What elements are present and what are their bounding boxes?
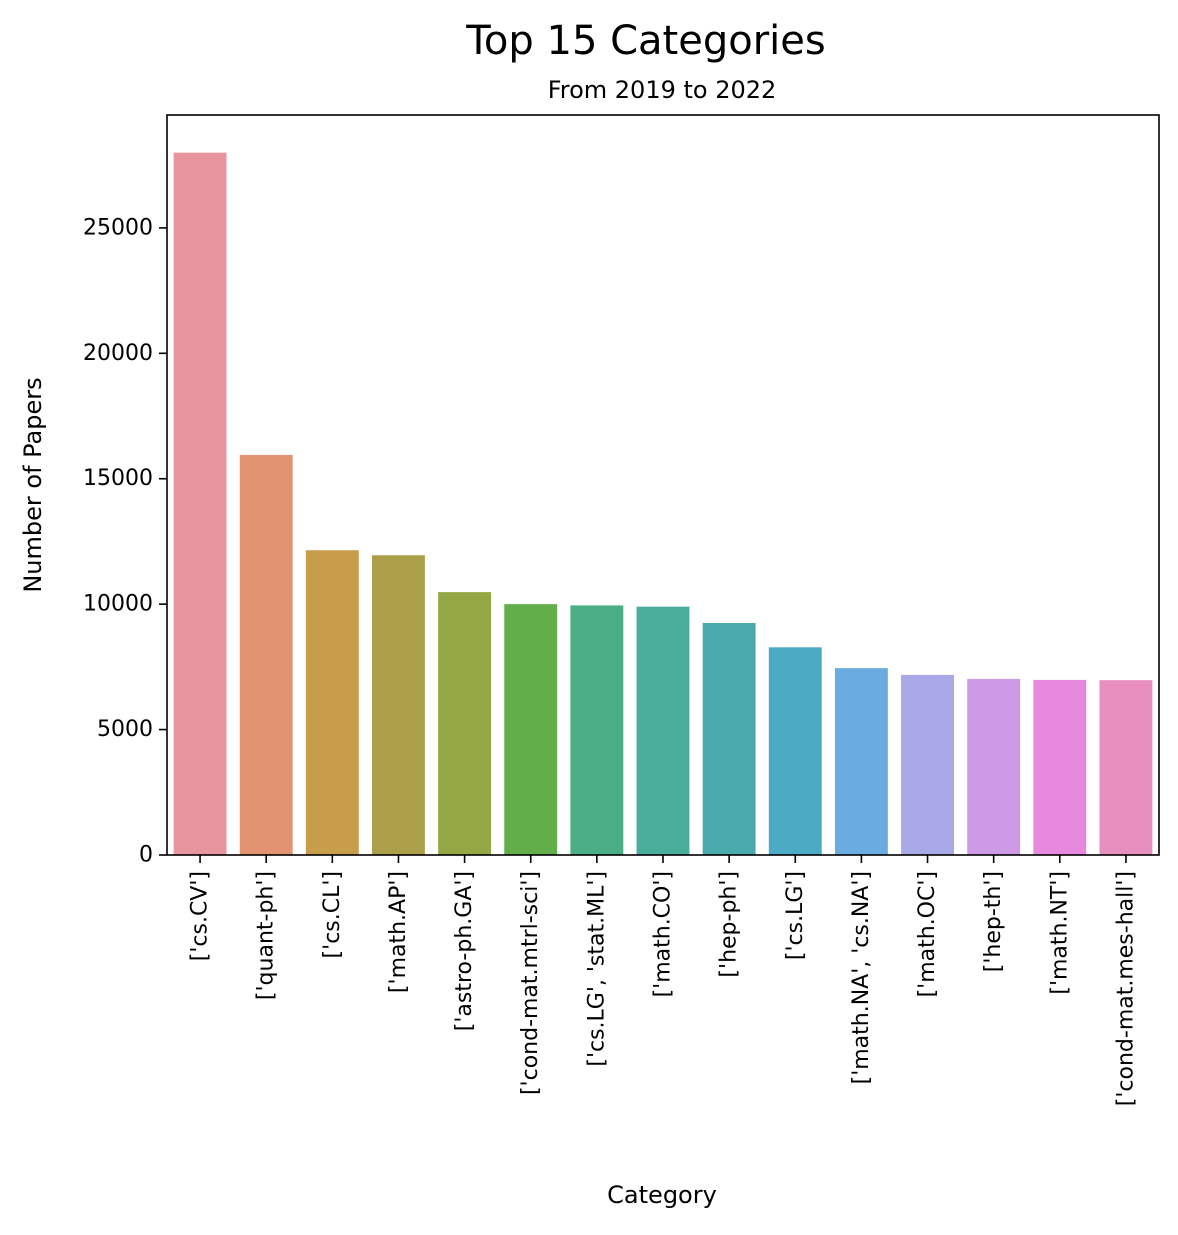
x-tick-label-7: ['math.CO'] [651, 871, 676, 997]
x-tick-label-5: ['cond-mat.mtrl-sci'] [518, 871, 543, 1095]
chart-title: Top 15 Categories [465, 18, 825, 64]
x-tick-label-11: ['math.OC'] [915, 871, 940, 997]
x-tick-label-4: ['astro-ph.GA'] [452, 871, 477, 1031]
y-tick-label-1: 5000 [97, 717, 153, 742]
x-tick-label-14: ['cond-mat.mes-hall'] [1113, 871, 1138, 1106]
bar-8 [702, 622, 756, 855]
bar-5 [504, 604, 558, 855]
bar-3 [372, 555, 425, 855]
bar-13 [1033, 679, 1087, 855]
y-tick-label-3: 15000 [83, 466, 153, 491]
x-axis-label: Category [607, 1181, 717, 1209]
bar-14 [1099, 680, 1153, 855]
bar-6 [570, 605, 624, 855]
bar-11 [901, 674, 954, 855]
y-axis-label: Number of Papers [19, 377, 47, 592]
y-tick-label-2: 10000 [83, 592, 153, 617]
x-tick-label-13: ['math.NT'] [1047, 871, 1072, 995]
x-tick-label-3: ['math.AP'] [386, 871, 411, 993]
x-tick-label-8: ['hep-ph'] [717, 871, 742, 978]
bar-1 [239, 454, 293, 855]
chart-subtitle: From 2019 to 2022 [548, 76, 777, 104]
x-tick-label-10: ['math.NA', 'cs.NA'] [849, 871, 874, 1084]
bar-2 [305, 550, 359, 855]
bars-group [173, 152, 1153, 855]
y-tick-label-4: 20000 [83, 341, 153, 366]
y-axis: 0 5000 10000 15000 20000 25000 [83, 215, 167, 868]
bar-9 [768, 647, 822, 855]
x-tick-label-1: ['quant-ph'] [254, 871, 279, 1000]
x-tick-label-0: ['cs.CV'] [188, 871, 213, 961]
bar-12 [967, 678, 1021, 855]
y-tick-label-0: 0 [139, 843, 153, 868]
bar-4 [438, 592, 492, 855]
x-tick-label-9: ['cs.LG'] [783, 871, 808, 960]
bar-7 [636, 606, 690, 855]
x-tick-label-6: ['cs.LG', 'stat.ML'] [584, 871, 609, 1067]
x-tick-label-12: ['hep-th'] [981, 871, 1006, 972]
x-tick-label-2: ['cs.CL'] [320, 871, 345, 958]
bar-10 [834, 668, 888, 855]
bar-0 [173, 152, 227, 855]
x-axis: ['cs.CV'] ['quant-ph'] ['cs.CL'] ['math.AP'… [188, 855, 1138, 1106]
y-tick-label-5: 25000 [83, 215, 153, 240]
